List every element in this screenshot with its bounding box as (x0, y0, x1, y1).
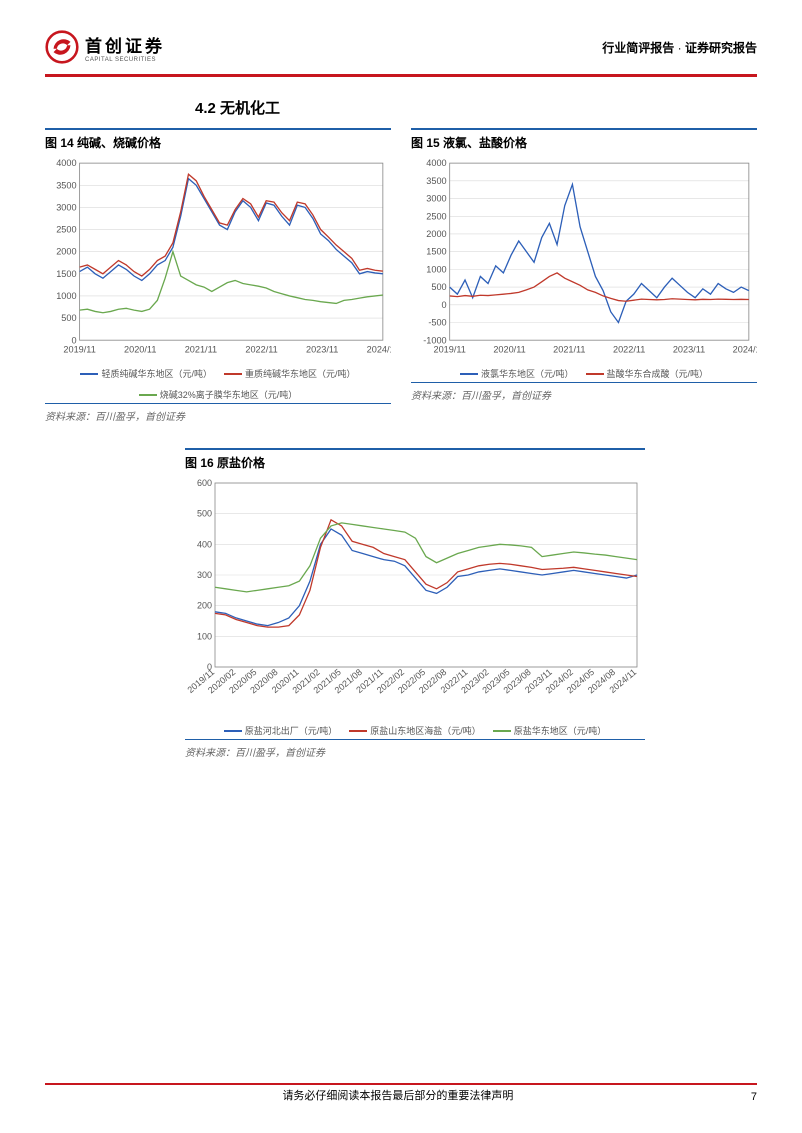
legend-item: 烧碱32%离子膜华东地区（元/吨） (139, 388, 298, 401)
header-dot: · (678, 41, 682, 55)
svg-text:3000: 3000 (56, 202, 76, 212)
svg-text:2022/11: 2022/11 (245, 344, 277, 354)
header-rule (45, 74, 757, 77)
svg-text:0: 0 (442, 299, 447, 309)
logo: 首创证券 CAPITAL SECURITIES (45, 30, 165, 64)
legend-item: 盐酸华东合成酸（元/吨） (586, 367, 709, 380)
svg-text:2500: 2500 (426, 211, 446, 221)
legend-label: 原盐山东地区海盐（元/吨） (370, 724, 481, 737)
svg-text:100: 100 (197, 631, 212, 641)
svg-text:3500: 3500 (56, 180, 76, 190)
chart-15-title: 图 15 液氯、盐酸价格 (411, 128, 757, 151)
section-title: 4.2 无机化工 (195, 97, 757, 118)
svg-text:2024/11: 2024/11 (733, 344, 757, 354)
legend-label: 原盐华东地区（元/吨） (514, 724, 607, 737)
header-title: 行业简评报告 · 证券研究报告 (602, 39, 757, 56)
logo-cn: 首创证券 (85, 32, 165, 57)
chart-16: 图 16 原盐价格 01002003004005006002019/112020… (185, 448, 645, 759)
svg-text:1500: 1500 (426, 246, 446, 256)
svg-text:4000: 4000 (56, 158, 76, 168)
svg-text:2019/11: 2019/11 (433, 344, 465, 354)
legend-swatch (493, 730, 511, 732)
svg-text:300: 300 (197, 570, 212, 580)
header-title-b: 证券研究报告 (685, 41, 757, 55)
page-number: 7 (751, 1091, 757, 1103)
legend-item: 原盐山东地区海盐（元/吨） (349, 724, 481, 737)
disclaimer: 请务必仔细阅读本报告最后部分的重要法律声明 (282, 1087, 513, 1103)
chart-14-source: 资料来源：百川盈孚，首创证券 (45, 403, 391, 423)
legend-item: 重质纯碱华东地区（元/吨） (224, 367, 356, 380)
legend-swatch (586, 373, 604, 375)
svg-text:1000: 1000 (56, 290, 76, 300)
svg-text:4000: 4000 (426, 158, 446, 168)
svg-text:3500: 3500 (426, 175, 446, 185)
legend-label: 烧碱32%离子膜华东地区（元/吨） (160, 388, 298, 401)
svg-text:400: 400 (197, 539, 212, 549)
svg-text:2022/11: 2022/11 (613, 344, 645, 354)
svg-text:2023/11: 2023/11 (306, 344, 338, 354)
chart-14-plot: 050010001500200025003000350040002019/112… (45, 155, 391, 359)
svg-text:2019/11: 2019/11 (63, 344, 95, 354)
chart-15: 图 15 液氯、盐酸价格 -1000-500050010001500200025… (411, 128, 757, 424)
legend-item: 原盐华东地区（元/吨） (493, 724, 607, 737)
legend-swatch (349, 730, 367, 732)
chart-16-source: 资料来源：百川盈孚，首创证券 (185, 739, 645, 759)
legend-item: 轻质纯碱华东地区（元/吨） (80, 367, 212, 380)
chart-14-title: 图 14 纯碱、烧碱价格 (45, 128, 391, 151)
svg-text:2021/11: 2021/11 (553, 344, 585, 354)
svg-text:500: 500 (61, 313, 76, 323)
page-footer: 请务必仔细阅读本报告最后部分的重要法律声明 7 (45, 1087, 757, 1103)
svg-text:1500: 1500 (56, 268, 76, 278)
svg-text:500: 500 (197, 509, 212, 519)
chart-15-source: 资料来源：百川盈孚，首创证券 (411, 382, 757, 402)
page-header: 首创证券 CAPITAL SECURITIES 行业简评报告 · 证券研究报告 (45, 30, 757, 70)
chart-16-plot: 01002003004005006002019/112020/022020/05… (185, 475, 645, 715)
legend-swatch (80, 373, 98, 375)
legend-swatch (224, 730, 242, 732)
chart-14: 图 14 纯碱、烧碱价格 050010001500200025003000350… (45, 128, 391, 424)
brand-logo-icon (45, 30, 79, 64)
legend-swatch (139, 394, 157, 396)
svg-text:2020/11: 2020/11 (124, 344, 156, 354)
svg-text:1000: 1000 (426, 264, 446, 274)
legend-label: 原盐河北出厂（元/吨） (245, 724, 338, 737)
legend-item: 液氯华东地区（元/吨） (460, 367, 574, 380)
svg-text:2024/11: 2024/11 (367, 344, 391, 354)
legend-swatch (224, 373, 242, 375)
svg-text:2000: 2000 (426, 229, 446, 239)
svg-text:2020/11: 2020/11 (493, 344, 525, 354)
svg-text:-500: -500 (428, 317, 446, 327)
svg-text:500: 500 (431, 282, 446, 292)
svg-text:2500: 2500 (56, 224, 76, 234)
svg-text:2000: 2000 (56, 246, 76, 256)
header-title-a: 行业简评报告 (602, 41, 674, 55)
legend-swatch (460, 373, 478, 375)
chart-15-plot: -1000-5000500100015002000250030003500400… (411, 155, 757, 359)
svg-text:600: 600 (197, 478, 212, 488)
svg-text:2021/11: 2021/11 (185, 344, 217, 354)
legend-item: 原盐河北出厂（元/吨） (224, 724, 338, 737)
footer-rule (45, 1083, 757, 1086)
legend-label: 盐酸华东合成酸（元/吨） (607, 367, 709, 380)
legend-label: 液氯华东地区（元/吨） (481, 367, 574, 380)
svg-text:3000: 3000 (426, 193, 446, 203)
legend-label: 轻质纯碱华东地区（元/吨） (101, 367, 212, 380)
chart-16-title: 图 16 原盐价格 (185, 448, 645, 471)
logo-en: CAPITAL SECURITIES (85, 57, 165, 63)
svg-text:200: 200 (197, 601, 212, 611)
svg-text:2023/11: 2023/11 (673, 344, 705, 354)
legend-label: 重质纯碱华东地区（元/吨） (245, 367, 356, 380)
